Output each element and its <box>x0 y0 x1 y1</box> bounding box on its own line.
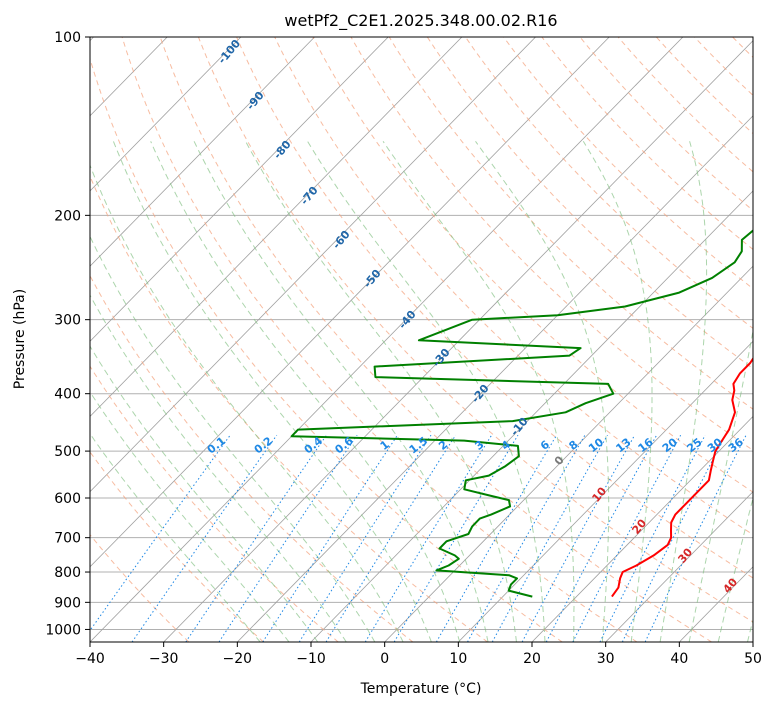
dry-adiabats <box>90 37 753 642</box>
y-tick-label: 800 <box>54 565 81 581</box>
moist-adiabat <box>307 141 546 642</box>
mixing-ratio-line <box>521 434 636 642</box>
moist-adiabat <box>382 141 575 642</box>
mixing-ratio-line <box>491 434 608 642</box>
y-tick-label: 600 <box>54 491 81 507</box>
mixing-ratio-line <box>262 434 398 642</box>
moist-adiabat <box>688 328 753 642</box>
plot-area <box>90 37 753 642</box>
y-tick-label: 1000 <box>45 622 81 638</box>
moist-adiabats <box>90 141 753 642</box>
skewed-isotherms <box>90 37 753 642</box>
isotherm <box>163 40 753 642</box>
x-tick-label: 0 <box>380 651 389 667</box>
mixing-ratio-line <box>621 434 726 642</box>
dry-adiabat <box>274 37 753 536</box>
moist-adiabat <box>90 390 290 642</box>
dry-adiabat <box>90 57 563 642</box>
y-tick-label: 100 <box>54 30 81 46</box>
y-tick-label: 700 <box>54 531 81 547</box>
isotherm <box>384 265 753 642</box>
y-tick-label: 900 <box>54 595 81 611</box>
x-tick-label: −10 <box>296 651 326 667</box>
y-tick-label: 500 <box>54 444 81 460</box>
isotherm <box>90 37 684 642</box>
mixing-ratio-line <box>185 434 327 642</box>
temperature-profile <box>611 356 753 598</box>
moist-adiabat <box>112 141 432 642</box>
isotherm <box>531 415 753 642</box>
x-tick-label: 40 <box>670 651 688 667</box>
y-tick-label: 300 <box>54 313 81 329</box>
moist-adiabat <box>150 141 461 642</box>
moist-adiabat <box>90 163 404 642</box>
moist-adiabat <box>90 235 376 642</box>
mixing-ratio-line <box>325 434 457 642</box>
dry-adiabat <box>121 37 638 642</box>
moist-adiabat <box>90 294 347 642</box>
moist-adiabat <box>717 496 753 642</box>
y-axis-label: Pressure (hPa) <box>12 289 28 389</box>
x-tick-label: −40 <box>75 651 105 667</box>
isotherm <box>458 340 753 642</box>
y-tick-label: 400 <box>54 387 81 403</box>
isotherm <box>90 37 242 192</box>
x-tick-label: −20 <box>223 651 253 667</box>
mixing-ratio-line <box>393 434 519 642</box>
moist-adiabat <box>245 141 517 642</box>
isotherm <box>310 190 753 642</box>
moist-adiabat <box>90 432 261 642</box>
mixing-ratio-line <box>131 434 278 642</box>
isotherm <box>90 37 315 267</box>
moist-adiabat <box>659 141 708 642</box>
dry-adiabat <box>90 274 414 642</box>
mixing-ratio-lines <box>90 434 747 642</box>
mixing-ratio-line <box>467 434 586 642</box>
dry-adiabat <box>312 37 753 493</box>
mixing-ratio-line <box>435 434 558 642</box>
isotherm <box>237 115 753 642</box>
isotherm <box>605 491 753 642</box>
dry-adiabat <box>90 365 339 642</box>
y-tick-label: 200 <box>54 208 81 224</box>
dewpoint-profile <box>290 229 753 598</box>
moist-adiabat <box>193 141 489 642</box>
x-axis-label: Temperature (°C) <box>360 681 482 697</box>
x-tick-label: −30 <box>149 651 179 667</box>
y-axis-ticks: 100 200 300 400 500 600 700 800 900 1000 <box>45 30 90 638</box>
dry-adiabat <box>426 37 753 370</box>
x-tick-label: 10 <box>449 651 467 667</box>
isotherm <box>90 37 610 568</box>
mixing-ratio-line <box>572 434 682 642</box>
plot-frame <box>89 36 754 643</box>
mixing-ratio-line <box>599 434 706 642</box>
mixing-ratio-line <box>298 434 432 642</box>
moist-adiabat <box>475 141 610 642</box>
mixing-ratio-line <box>644 434 747 642</box>
x-axis-ticks: −40 −30 −20 −10 0 10 20 30 40 50 <box>75 642 762 667</box>
chart-title: wetPf2_C2E1.2025.348.00.02.R16 <box>284 11 557 31</box>
mixing-ratio-line <box>364 434 493 642</box>
isotherm <box>90 37 463 418</box>
isotherm <box>90 37 536 493</box>
moist-adiabat <box>582 141 653 642</box>
sounding-series <box>290 229 753 598</box>
isotherm <box>90 37 389 342</box>
x-tick-label: 20 <box>523 651 541 667</box>
x-tick-label: 50 <box>744 651 762 667</box>
x-tick-label: 30 <box>597 651 615 667</box>
